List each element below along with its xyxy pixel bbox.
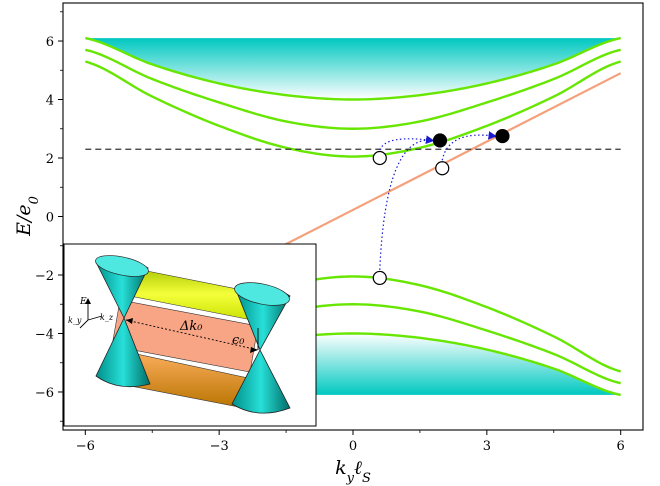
y-tick-label-2: −2 <box>35 269 54 284</box>
delta-k-arrowhead-left <box>126 318 133 324</box>
delta-k-arrow <box>125 319 259 351</box>
open-state-point-2 <box>372 270 387 286</box>
inset-label-ky: k_y <box>68 316 82 325</box>
y-tick-label-3: 0 <box>46 211 54 226</box>
y-axis-label: E/e0 <box>13 196 42 237</box>
right-lower-cone <box>231 349 291 414</box>
right-upper-cone-top <box>234 282 290 306</box>
y-tick-label-1: −4 <box>35 327 54 342</box>
upper-landau-level-2 <box>85 36 621 101</box>
y-tick-label-4: 2 <box>46 152 54 167</box>
inset-axis-E-head <box>85 298 91 304</box>
x-tick-label-4: 6 <box>617 439 625 454</box>
inset-label-kz: k_z <box>100 313 114 322</box>
inset-label-epsilon: ϵ₀ <box>232 333 245 348</box>
x-tick-label-0: −6 <box>76 439 95 454</box>
left-lower-cone <box>95 317 151 388</box>
upper-landau-level-1 <box>85 48 621 130</box>
x-tick-label-3: 3 <box>483 439 491 454</box>
inset-label-delta-k: Δk₀ <box>179 319 203 334</box>
inset-axis-ky <box>79 319 89 329</box>
inset-schematic: E k_y k_z Δk₀ ϵ₀ <box>63 243 317 427</box>
inset-axis-kz <box>87 315 103 321</box>
transition-arrow-1 <box>379 135 435 270</box>
delta-k-arrowhead-right <box>250 347 258 353</box>
transition-arrow-2 <box>441 131 497 161</box>
x-axis-label: kyℓS <box>335 457 371 486</box>
filled-state-point-0 <box>432 133 448 148</box>
upper-landau-level-0 <box>84 60 622 158</box>
x-tick-label-1: −3 <box>210 439 229 454</box>
filled-state-point-1 <box>495 128 510 144</box>
inset-label-E: E <box>79 297 87 307</box>
y-tick-label-6: 6 <box>46 35 54 50</box>
open-state-point-0 <box>372 150 387 166</box>
x-tick-label-2: 0 <box>349 439 357 454</box>
transition-arrow-0 <box>379 135 435 151</box>
y-tick-label-0: −6 <box>35 386 54 401</box>
open-state-point-1 <box>435 161 450 176</box>
left-upper-cone-top <box>95 255 149 277</box>
y-tick-label-5: 4 <box>46 94 54 109</box>
upper-bulk-band <box>85 38 621 100</box>
